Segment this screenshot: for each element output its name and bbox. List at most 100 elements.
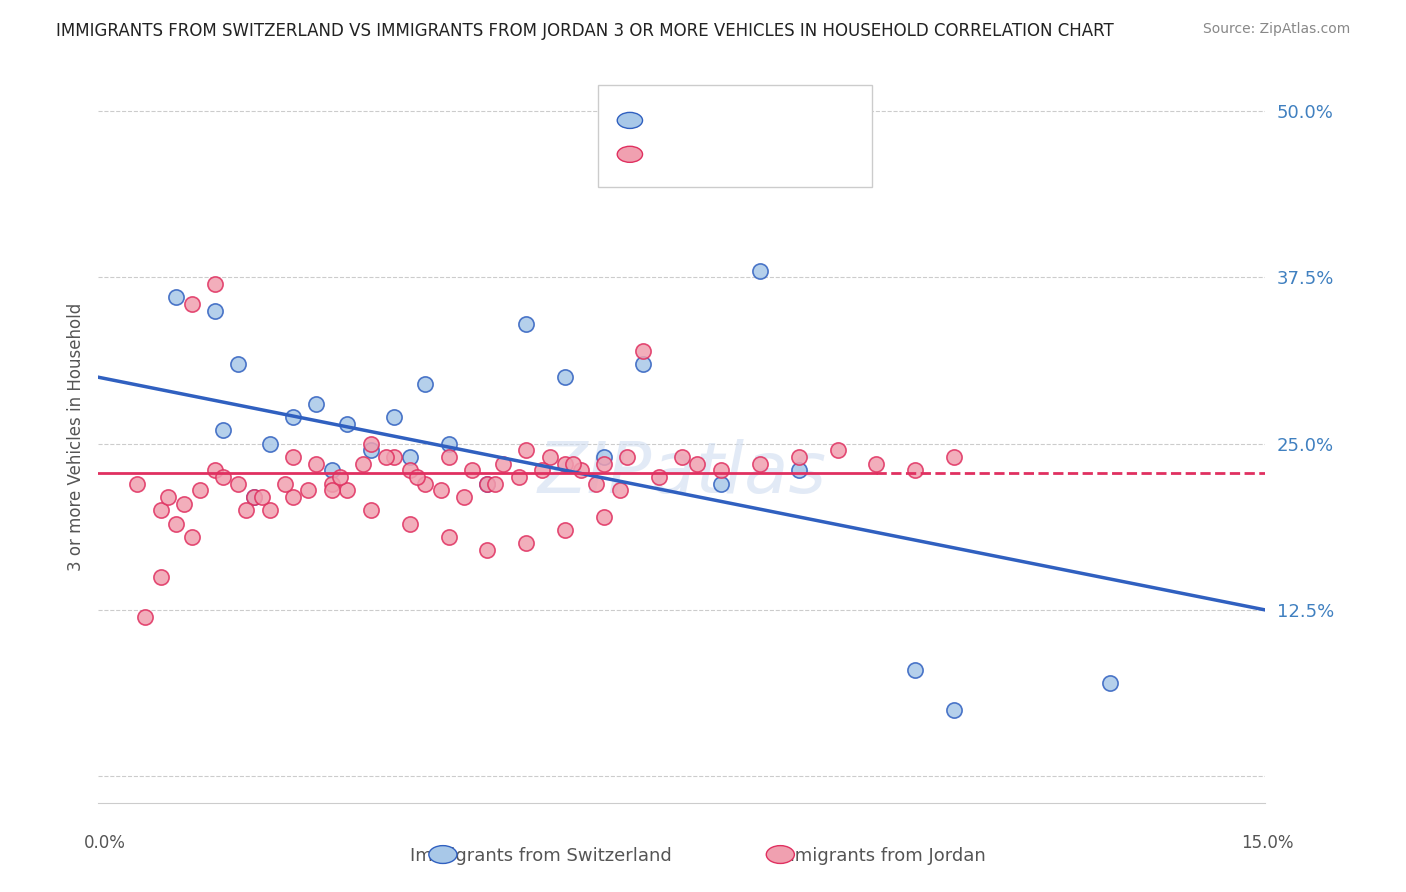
Point: [180, 297, 202, 311]
Point: [413, 476, 436, 491]
Point: [671, 450, 693, 464]
Point: [554, 370, 576, 384]
Text: Immigrants from Jordan: Immigrants from Jordan: [772, 847, 986, 865]
Point: [865, 457, 887, 471]
Point: [382, 410, 405, 425]
Point: [515, 536, 537, 550]
Point: [212, 424, 235, 438]
Point: [593, 509, 616, 524]
Point: [631, 357, 654, 371]
Point: [228, 357, 250, 371]
Point: [204, 463, 226, 477]
Text: Immigrants from Switzerland: Immigrants from Switzerland: [411, 847, 672, 865]
Point: [585, 476, 607, 491]
Point: [149, 503, 172, 517]
Point: [360, 443, 382, 458]
Point: [243, 490, 266, 504]
Point: [243, 490, 266, 504]
Point: [562, 457, 585, 471]
Text: R = −0.220   N = 26: R = −0.220 N = 26: [654, 112, 825, 129]
Point: [492, 457, 515, 471]
Point: [321, 476, 343, 491]
Text: 0.0%: 0.0%: [84, 834, 127, 852]
Point: [429, 483, 451, 498]
Point: [321, 463, 343, 477]
Point: [748, 264, 770, 278]
Point: [827, 443, 849, 458]
Point: [204, 303, 226, 318]
Point: [281, 490, 304, 504]
Point: [515, 317, 537, 331]
Point: [477, 476, 499, 491]
Point: [149, 570, 172, 584]
Point: [748, 457, 770, 471]
Text: ZIPatlas: ZIPatlas: [537, 439, 827, 508]
Point: [631, 343, 654, 358]
Point: [352, 457, 374, 471]
Point: [127, 476, 149, 491]
Point: [180, 530, 202, 544]
Point: [212, 470, 235, 484]
Point: [382, 450, 405, 464]
Point: [593, 450, 616, 464]
Point: [477, 543, 499, 558]
Point: [437, 530, 460, 544]
Point: [305, 397, 328, 411]
Point: [305, 457, 328, 471]
Point: [360, 503, 382, 517]
Point: [281, 410, 304, 425]
Point: [134, 609, 156, 624]
Point: [515, 443, 537, 458]
Point: [281, 450, 304, 464]
Point: [461, 463, 484, 477]
Point: [360, 436, 382, 450]
Point: [943, 703, 966, 717]
Point: [554, 523, 576, 537]
Point: [508, 470, 530, 484]
Text: R = −0.002   N = 70: R = −0.002 N = 70: [654, 145, 825, 163]
Point: [647, 470, 669, 484]
Point: [904, 463, 927, 477]
Point: [398, 463, 420, 477]
Point: [398, 450, 420, 464]
Point: [250, 490, 273, 504]
Point: [943, 450, 966, 464]
Point: [530, 463, 553, 477]
Point: [413, 376, 436, 391]
Point: [477, 476, 499, 491]
Point: [235, 503, 257, 517]
Text: IMMIGRANTS FROM SWITZERLAND VS IMMIGRANTS FROM JORDAN 3 OR MORE VEHICLES IN HOUS: IMMIGRANTS FROM SWITZERLAND VS IMMIGRANT…: [56, 22, 1114, 40]
Point: [336, 483, 359, 498]
Point: [710, 463, 733, 477]
Point: [336, 417, 359, 431]
Point: [375, 450, 398, 464]
Point: [616, 450, 638, 464]
Text: 15.0%: 15.0%: [1241, 834, 1294, 852]
Point: [406, 470, 429, 484]
Point: [554, 457, 576, 471]
Point: [297, 483, 319, 498]
Point: [329, 470, 352, 484]
Point: [173, 497, 195, 511]
Point: [904, 663, 927, 677]
Point: [228, 476, 250, 491]
Point: [274, 476, 297, 491]
Point: [609, 483, 631, 498]
Point: [165, 290, 187, 304]
Point: [188, 483, 211, 498]
Text: Source: ZipAtlas.com: Source: ZipAtlas.com: [1202, 22, 1350, 37]
Point: [259, 436, 281, 450]
Point: [484, 476, 506, 491]
Point: [165, 516, 187, 531]
Point: [787, 463, 810, 477]
Y-axis label: 3 or more Vehicles in Household: 3 or more Vehicles in Household: [66, 303, 84, 571]
Point: [686, 457, 709, 471]
Point: [569, 463, 592, 477]
Point: [593, 457, 616, 471]
Point: [453, 490, 475, 504]
Point: [321, 483, 343, 498]
Point: [1098, 676, 1121, 690]
Point: [204, 277, 226, 292]
Point: [437, 450, 460, 464]
Point: [787, 450, 810, 464]
